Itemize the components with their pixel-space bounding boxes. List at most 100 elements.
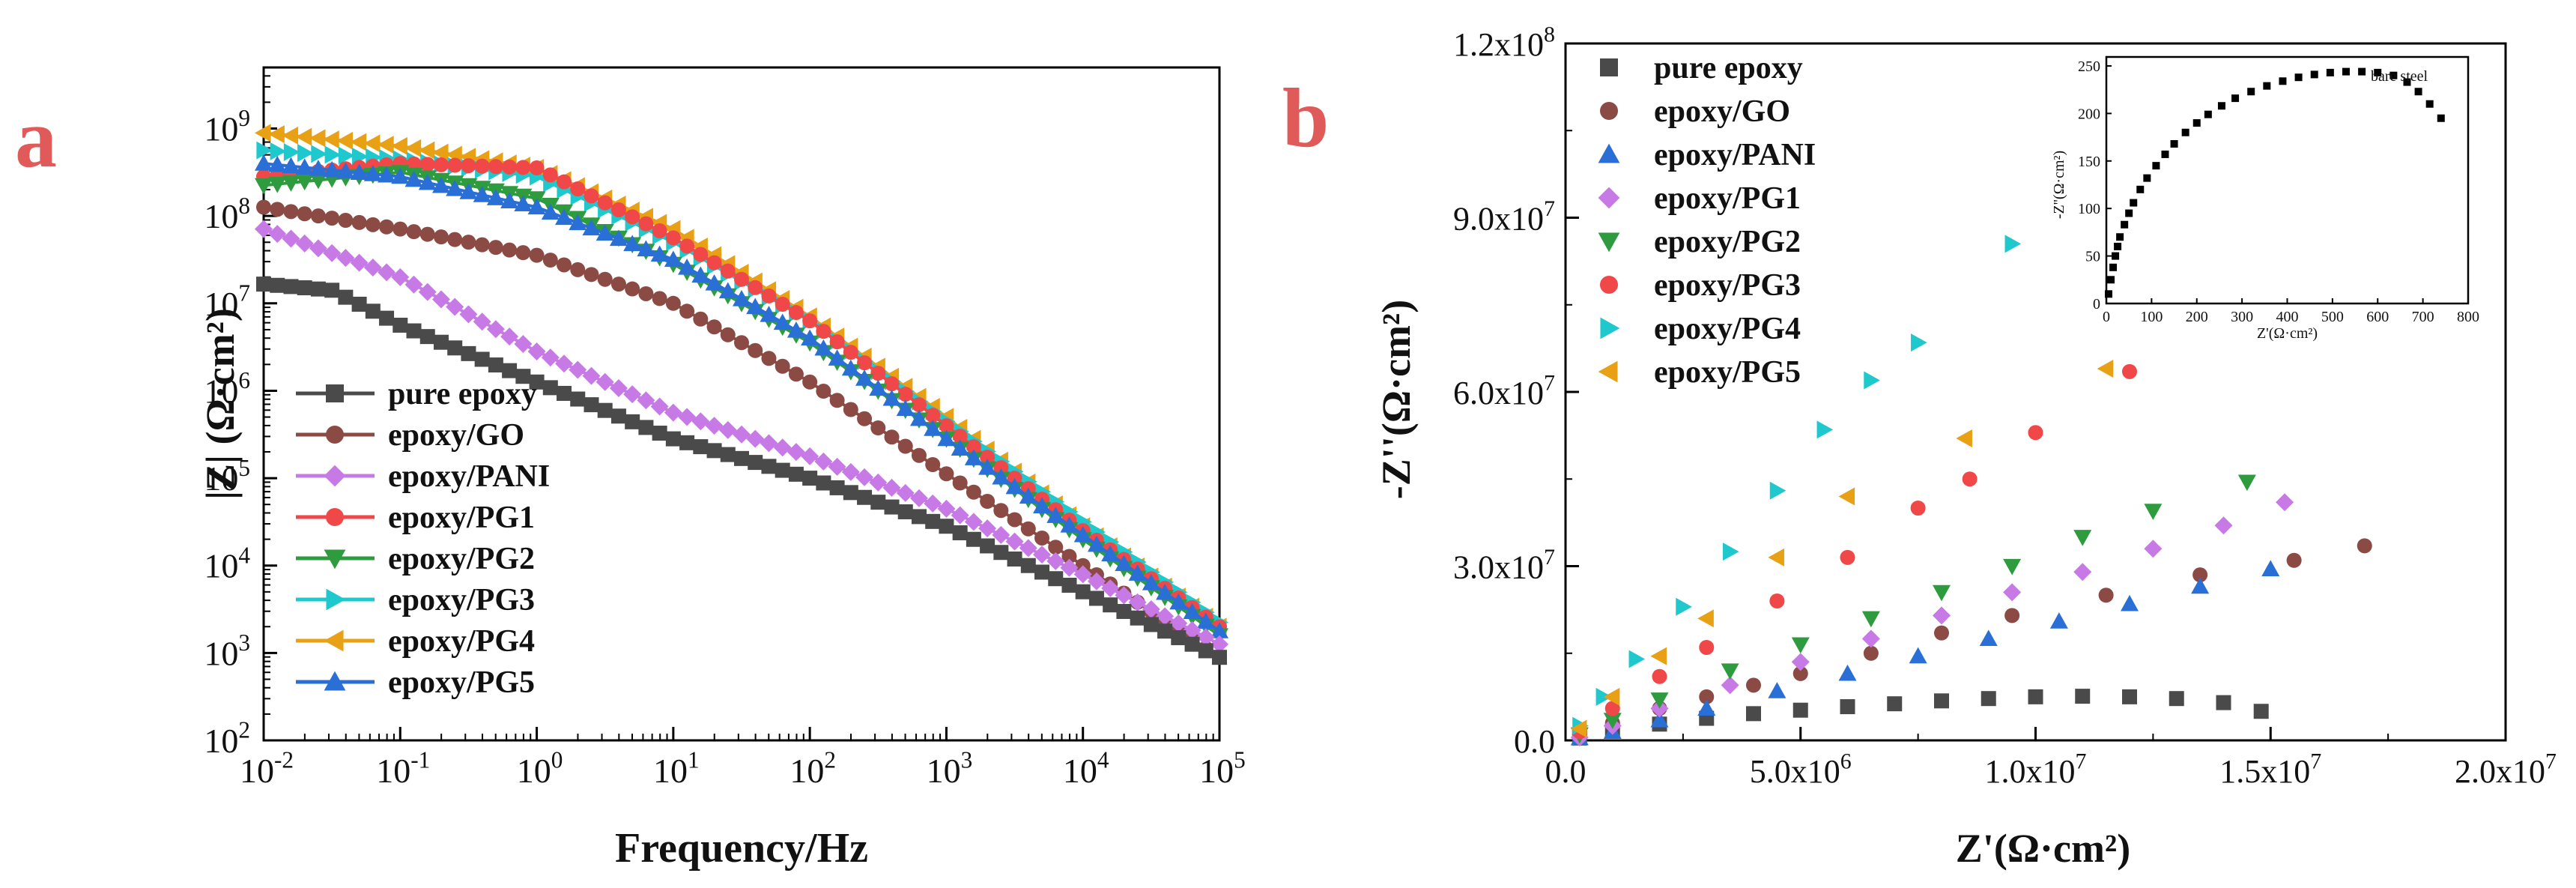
data-point [897,438,913,454]
data-point [841,359,860,376]
data-point [446,180,464,196]
legend-label: epoxy/PANI [1654,138,1816,172]
data-point [1169,614,1188,632]
data-point [570,181,586,197]
inset-data-point [2152,162,2160,170]
data-point [431,176,450,193]
legend-label: epoxy/PG4 [1654,312,1801,346]
x-tick-label: 5.0x106 [1750,749,1852,790]
data-point [855,468,874,486]
data-point [857,355,873,371]
data-point [748,280,763,295]
inset-x-tick-label: 100 [2140,309,2163,325]
data-point [1156,607,1175,626]
data-point [1101,579,1120,598]
data-point [1933,606,1951,625]
data-point [1169,593,1188,610]
legend-item-epoxy-go: epoxy/GO [1600,94,1790,129]
inset-x-tick-label: 600 [2366,309,2389,325]
data-point [2098,588,2114,603]
data-point [939,418,954,434]
inset-data-point [2170,139,2178,148]
data-point [363,258,382,277]
data-point [855,369,874,386]
data-point [896,399,915,416]
data-point [937,499,956,518]
y-tick-label: 6.0x107 [1453,371,1555,411]
data-point [1791,653,1810,671]
data-point [2122,363,2137,379]
data-point [884,499,900,515]
data-point [1604,701,1620,716]
legend-label: epoxy/PG5 [1654,355,1801,390]
legend-label: epoxy/PG1 [388,501,535,535]
data-point [1005,477,1024,495]
data-point [761,459,777,474]
data-point [802,313,818,329]
data-point [461,345,476,361]
legend-marker [324,465,346,487]
data-point [966,484,981,500]
data-point [2169,691,2184,707]
data-point [718,420,737,439]
inset-x-tick-label: 0 [2103,309,2110,325]
inset-data-point [2437,114,2445,122]
data-point [829,334,845,350]
data-point [418,283,437,301]
data-point [2073,530,2092,546]
data-point [679,435,695,450]
data-point [939,466,954,482]
data-point [801,329,819,346]
y-tick-label: 9.0x107 [1453,196,1555,237]
data-point [582,366,601,385]
data-point [939,519,954,534]
data-point [461,158,476,174]
inset-data-point [2116,233,2124,241]
y-tick-label: 106 [204,367,250,410]
data-point [584,188,599,204]
legend-item-epoxy-pani: epoxy/PANI [296,459,550,494]
bare-steel-inset: 0 100 200 300 400 500 600 700 800 0 50 100 150 200 250… [2051,55,2479,342]
series-epoxy-go [1572,538,2372,743]
data-point [1981,691,1996,707]
data-point [816,384,831,399]
x-tick-label: 1.0x107 [1985,749,2087,790]
data-point [924,494,942,513]
data-point [610,202,626,218]
data-point [350,133,367,151]
data-point [841,462,860,481]
data-point [529,374,545,390]
legend-label: epoxy/PG1 [1654,181,1801,216]
data-point [980,538,995,554]
legend-item-epoxy-pg5: epoxy/PG5 [1598,355,1801,390]
inset-data-point [2204,110,2212,118]
data-point [595,372,614,391]
data-point [488,357,503,373]
data-point [1746,706,1761,722]
data-point [625,209,640,225]
data-point [1046,507,1065,523]
data-point [2214,516,2233,535]
data-point [459,183,478,199]
data-point [1075,584,1091,599]
data-point [911,447,927,463]
data-point [283,143,300,162]
data-point [1840,549,1855,565]
data-point [570,262,586,277]
data-point [2216,695,2231,710]
data-point [951,439,969,456]
data-point [1746,677,1761,693]
bode-legend: pure epoxy epoxy/GO epoxy/PANI epoxy/PG1 epo… [296,377,550,700]
data-point [952,475,968,491]
data-point [336,162,355,179]
data-point [1768,682,1786,698]
data-point [733,289,751,306]
data-point [597,195,613,211]
data-point [609,229,628,247]
data-point [461,235,476,250]
data-point [964,449,983,465]
data-point [473,186,491,202]
data-point [788,305,804,321]
data-point [282,126,299,145]
data-point [363,165,382,181]
